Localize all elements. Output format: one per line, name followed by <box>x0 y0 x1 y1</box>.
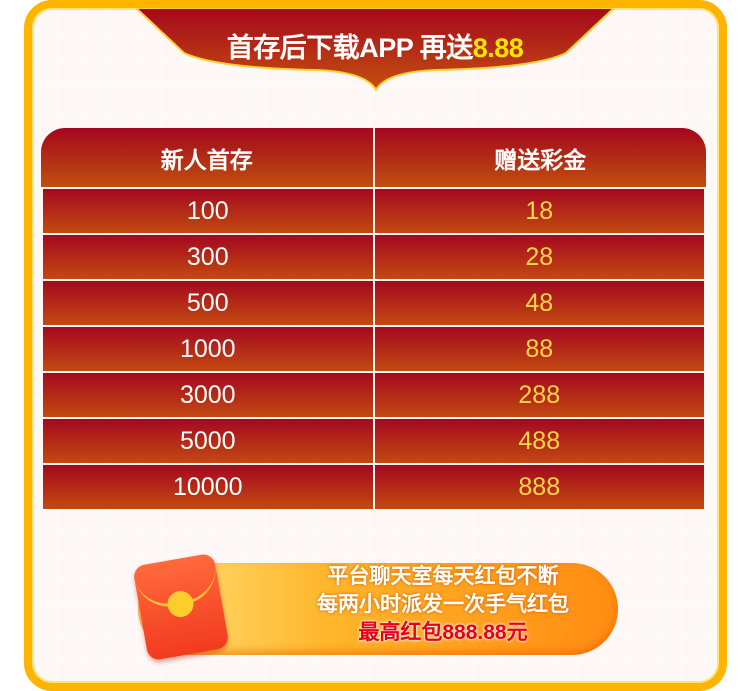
deposit-cell: 5000 <box>43 419 373 463</box>
banner-shape <box>136 8 614 93</box>
title-banner: 首存后下载APP 再送8.88 <box>136 8 614 94</box>
table-row: 300 28 <box>43 235 704 279</box>
table-row: 1000 88 <box>43 327 704 371</box>
table-row: 5000 488 <box>43 419 704 463</box>
promo-line-2: 每两小时派发一次手气红包 <box>317 593 569 616</box>
deposit-cell: 1000 <box>43 327 373 371</box>
table-header: 新人首存 赠送彩金 <box>41 128 706 187</box>
promo-line-3: 最高红包888.88元 <box>358 621 528 644</box>
red-envelope-icon <box>132 552 230 662</box>
bonus-cell: 288 <box>374 373 704 417</box>
deposit-cell: 300 <box>43 235 373 279</box>
bonus-cell: 48 <box>374 281 704 325</box>
promo-text: 平台聊天室每天红包不断 每两小时派发一次手气红包 最高红包888.88元 <box>278 563 608 647</box>
bonus-cell: 488 <box>374 419 704 463</box>
header-bonus: 赠送彩金 <box>494 146 587 173</box>
deposit-cell: 100 <box>43 189 373 233</box>
table-row: 10000 888 <box>43 465 704 509</box>
table-row: 100 18 <box>43 189 704 233</box>
header-deposit: 新人首存 <box>41 128 375 187</box>
banner-title: 首存后下载APP 再送8.88 <box>226 33 524 63</box>
deposit-cell: 500 <box>43 281 373 325</box>
table-row: 500 48 <box>43 281 704 325</box>
bonus-table: 新人首存 赠送彩金 100 18 300 28 500 48 1000 88 3000 288 50… <box>41 128 706 509</box>
bonus-cell: 18 <box>374 189 704 233</box>
chatroom-promo: 平台聊天室每天红包不断 每两小时派发一次手气红包 最高红包888.88元 <box>118 551 618 667</box>
bonus-cell: 888 <box>374 465 704 509</box>
bonus-cell: 28 <box>374 235 704 279</box>
banner-highlight: 8.88 <box>472 33 524 63</box>
deposit-cell: 3000 <box>43 373 373 417</box>
promo-line-1: 平台聊天室每天红包不断 <box>327 565 559 588</box>
table-row: 3000 288 <box>43 373 704 417</box>
bonus-cell: 88 <box>374 327 704 371</box>
deposit-cell: 10000 <box>43 465 373 509</box>
